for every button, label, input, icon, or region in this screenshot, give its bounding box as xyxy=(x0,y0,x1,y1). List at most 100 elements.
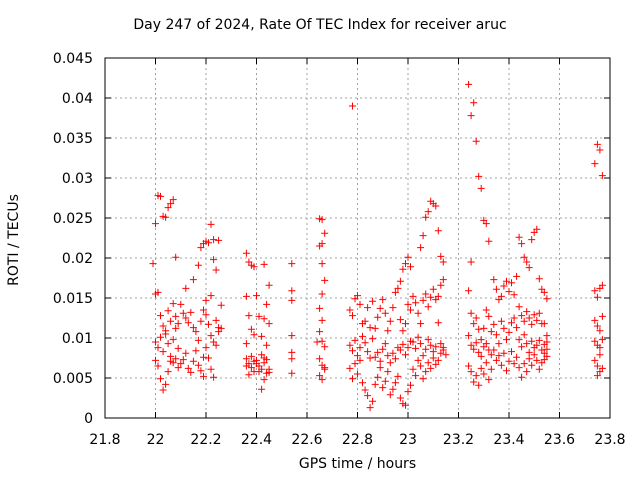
data-point-marker xyxy=(402,320,409,328)
data-point-marker xyxy=(172,355,180,363)
data-point-marker xyxy=(596,327,604,335)
data-point-marker xyxy=(543,338,551,346)
data-point-marker xyxy=(598,281,606,289)
data-point-marker xyxy=(389,349,397,357)
y-tick-label: 0.03 xyxy=(62,171,93,187)
data-point-marker xyxy=(503,367,510,375)
data-point-marker xyxy=(414,309,422,317)
data-point-marker xyxy=(386,359,394,367)
y-tick-label: 0.025 xyxy=(53,211,93,227)
data-point-marker xyxy=(149,260,157,268)
data-point-marker xyxy=(528,337,536,345)
data-point-marker xyxy=(593,322,601,330)
data-point-marker xyxy=(192,328,200,336)
data-point-marker xyxy=(386,317,394,325)
data-point-marker xyxy=(477,352,485,360)
data-point-marker xyxy=(485,312,493,320)
data-point-marker xyxy=(475,325,483,333)
data-point-marker xyxy=(351,360,359,368)
data-point-marker xyxy=(439,276,447,284)
data-point-marker xyxy=(364,348,372,356)
data-point-marker xyxy=(525,264,533,272)
data-point-marker xyxy=(162,380,170,388)
data-point-marker xyxy=(152,338,159,346)
data-point-marker xyxy=(159,348,167,356)
data-point-marker xyxy=(434,319,442,327)
data-point-marker xyxy=(399,327,407,335)
data-point-marker xyxy=(591,316,599,324)
data-point-marker xyxy=(485,237,493,245)
data-point-marker xyxy=(205,354,212,362)
data-point-marker xyxy=(439,344,447,352)
data-point-marker xyxy=(429,285,437,293)
data-point-marker xyxy=(396,316,404,324)
data-point-marker xyxy=(593,372,601,380)
data-point-marker xyxy=(424,303,432,311)
data-point-marker xyxy=(480,370,488,378)
data-point-marker xyxy=(518,240,526,248)
data-point-marker xyxy=(467,258,475,266)
data-point-marker xyxy=(523,308,531,316)
data-point-marker xyxy=(472,137,480,145)
axis-ticks: 21.8 22 22.2 22.4 22.6 22.8 23 23.2 23.4 23.6 23.8… xyxy=(53,51,626,448)
y-tick-label: 0.015 xyxy=(53,291,93,307)
data-point-marker xyxy=(182,284,190,292)
data-point-marker xyxy=(250,331,258,339)
data-point-marker xyxy=(543,345,551,353)
data-point-marker xyxy=(174,364,182,372)
data-point-marker xyxy=(475,381,483,389)
data-point-marker xyxy=(318,337,326,345)
data-point-marker xyxy=(318,216,326,224)
data-point-marker xyxy=(197,317,205,325)
data-point-marker xyxy=(247,325,255,333)
data-point-marker xyxy=(598,312,606,320)
data-point-marker xyxy=(505,288,513,296)
x-tick-label: 23.4 xyxy=(493,432,524,448)
data-point-marker xyxy=(520,360,528,368)
data-point-marker xyxy=(394,284,402,292)
data-point-marker xyxy=(492,356,500,364)
data-point-marker xyxy=(154,362,162,370)
data-point-marker xyxy=(525,314,533,322)
data-point-marker xyxy=(593,140,601,148)
data-point-marker xyxy=(510,291,518,299)
data-point-marker xyxy=(260,376,268,384)
data-point-marker xyxy=(394,372,402,380)
data-point-marker xyxy=(508,319,515,327)
data-point-marker xyxy=(321,364,329,372)
data-point-marker xyxy=(250,263,258,271)
data-point-marker xyxy=(202,296,210,304)
data-point-marker xyxy=(242,340,250,348)
data-point-marker xyxy=(404,253,412,261)
data-point-marker xyxy=(381,340,389,348)
data-point-marker xyxy=(174,344,182,352)
data-point-marker xyxy=(399,340,407,348)
data-point-marker xyxy=(515,336,523,344)
data-point-marker xyxy=(242,249,250,257)
data-point-marker xyxy=(525,355,533,363)
data-point-marker xyxy=(409,292,417,300)
x-tick-label: 23 xyxy=(399,432,417,448)
data-point-marker xyxy=(359,332,366,340)
data-point-marker xyxy=(346,364,354,372)
data-point-marker xyxy=(318,316,326,324)
data-point-marker xyxy=(543,295,551,303)
data-point-marker xyxy=(396,277,404,285)
y-tick-label: 0.02 xyxy=(62,251,93,267)
data-point-marker xyxy=(212,316,220,324)
data-point-marker xyxy=(376,357,384,365)
data-point-marker xyxy=(182,314,190,322)
data-point-marker xyxy=(386,391,394,399)
data-point-marker xyxy=(177,360,185,368)
data-point-marker xyxy=(288,332,296,340)
data-point-marker xyxy=(482,340,490,348)
data-point-marker xyxy=(172,324,180,332)
data-point-marker xyxy=(495,340,503,348)
x-tick-label: 23.8 xyxy=(594,432,625,448)
data-point-marker xyxy=(477,336,485,344)
data-point-marker xyxy=(591,337,599,345)
data-point-marker xyxy=(260,260,268,268)
data-point-marker xyxy=(313,338,321,346)
data-point-marker xyxy=(500,282,508,290)
data-point-marker xyxy=(253,292,260,300)
